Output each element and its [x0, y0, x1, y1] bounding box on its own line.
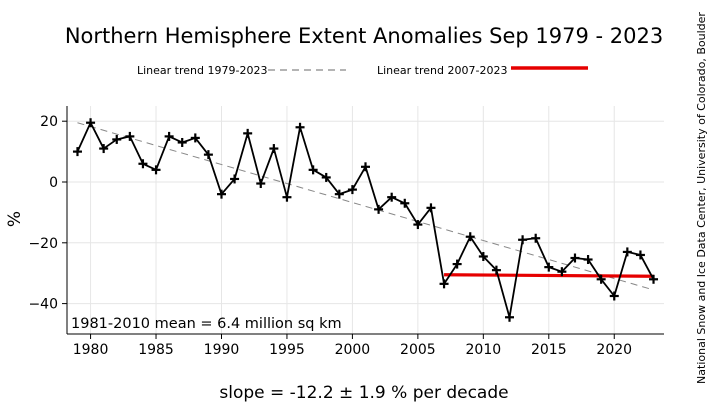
- legend: Linear trend 1979-2023 Linear trend 2007…: [137, 64, 588, 77]
- data-point: [164, 131, 174, 141]
- chart-title: Northern Hemisphere Extent Anomalies Sep…: [65, 24, 663, 48]
- data-series: [72, 118, 659, 322]
- axes: [62, 106, 664, 339]
- credit-text: National Snow and Ice Data Center, Unive…: [695, 12, 708, 384]
- x-tick-label: 1980: [73, 342, 109, 358]
- data-point: [635, 250, 645, 260]
- data-point: [596, 274, 606, 284]
- data-point: [505, 312, 515, 322]
- x-axis-label: slope = -12.2 ± 1.9 % per decade: [219, 383, 508, 403]
- data-point: [583, 255, 593, 265]
- data-point: [282, 192, 292, 202]
- data-point: [557, 267, 567, 277]
- data-point: [518, 235, 528, 245]
- data-point: [439, 279, 449, 289]
- y-tick-label: 0: [49, 175, 58, 191]
- data-point: [570, 253, 580, 263]
- trend-line-2007-2023: [444, 273, 654, 278]
- legend-label-trend-2007-2023: Linear trend 2007-2023: [377, 64, 507, 77]
- grid: [67, 106, 664, 334]
- data-point: [256, 179, 266, 189]
- x-tick-label: 2015: [531, 342, 567, 358]
- series-line: [76, 121, 655, 319]
- x-tick-label: 2010: [466, 342, 502, 358]
- mean-annotation: 1981-2010 mean = 6.4 million sq km: [71, 316, 342, 332]
- x-tick-label: 2020: [596, 342, 632, 358]
- trend-lines: [77, 122, 654, 291]
- data-point: [426, 203, 436, 213]
- data-point: [125, 131, 135, 141]
- data-point: [203, 150, 213, 160]
- data-point: [138, 159, 148, 169]
- data-point: [361, 162, 370, 172]
- data-point: [308, 165, 318, 175]
- data-point: [177, 137, 187, 147]
- data-point: [478, 251, 488, 261]
- data-point: [544, 262, 554, 272]
- data-point: [321, 172, 331, 182]
- trend-line-1979-2023: [77, 122, 654, 291]
- x-tick-label: 2000: [335, 342, 371, 358]
- data-point: [452, 259, 462, 269]
- data-point: [413, 220, 423, 230]
- data-point: [269, 144, 279, 154]
- data-point: [387, 192, 397, 202]
- data-point: [72, 147, 82, 157]
- data-point: [295, 122, 305, 132]
- legend-label-trend-1979-2023: Linear trend 1979-2023: [137, 64, 267, 77]
- y-axis-label: %: [5, 211, 25, 227]
- data-point: [400, 198, 410, 208]
- data-point: [531, 233, 541, 243]
- data-point: [609, 291, 619, 301]
- data-point: [151, 165, 161, 175]
- data-point: [230, 174, 240, 184]
- tick-labels: 1980 1985 1990 1995 2000 2005 2010 2015 2020 −40 −…: [28, 114, 632, 358]
- data-point: [190, 133, 200, 143]
- data-point: [465, 232, 475, 242]
- y-tick-label: −20: [28, 236, 58, 252]
- data-point: [649, 274, 659, 284]
- data-point: [99, 144, 109, 154]
- data-point: [216, 189, 226, 199]
- data-point: [112, 134, 122, 144]
- y-tick-label: 20: [40, 114, 58, 130]
- data-point: [491, 265, 501, 275]
- x-tick-label: 1985: [138, 342, 174, 358]
- data-point: [622, 247, 632, 257]
- x-tick-label: 1990: [204, 342, 240, 358]
- data-point: [374, 204, 384, 214]
- data-point: [86, 118, 96, 128]
- y-tick-label: −40: [28, 297, 58, 313]
- x-tick-label: 1995: [269, 342, 305, 358]
- data-point: [334, 189, 344, 199]
- data-point: [347, 185, 357, 195]
- data-point: [243, 128, 253, 138]
- x-tick-label: 2005: [400, 342, 436, 358]
